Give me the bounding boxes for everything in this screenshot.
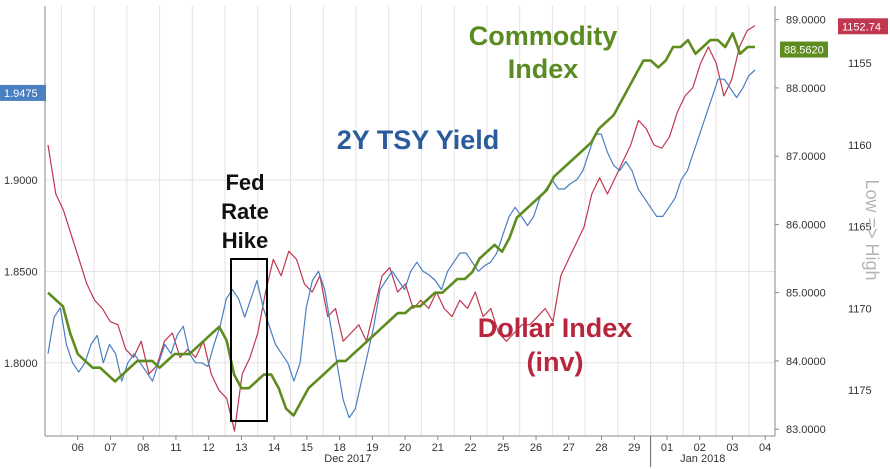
month-label-dec: Dec 2017 xyxy=(324,453,371,465)
commodity-tick-label: 86.0000 xyxy=(786,219,826,231)
x-tick-label: 26 xyxy=(530,442,542,454)
tsy-label: 2Y TSY Yield xyxy=(337,125,500,155)
fed-label-line: Fed xyxy=(225,170,264,195)
dollar-tick-label: 1170 xyxy=(848,303,872,315)
dollar-tick-label: 1160 xyxy=(848,140,872,152)
month-label-jan: Jan 2018 xyxy=(680,453,725,465)
commodity-tick-label: 89.0000 xyxy=(786,15,826,27)
left-tick-label: 1.8000 xyxy=(4,358,38,370)
chart-axes: 06 07 08 11 12 13 14 15 18 19 20 21 22 25 26 27 28 29 01 02… xyxy=(0,6,888,467)
x-tick-label: 29 xyxy=(628,442,640,454)
x-tick-label: 22 xyxy=(464,442,476,454)
dollar-label-line: (inv) xyxy=(527,347,584,377)
x-tick-label: 03 xyxy=(726,442,738,454)
fed-label-line: Hike xyxy=(222,228,268,253)
dollar-axis-caption: Low => High xyxy=(862,179,882,280)
x-tick-label: 28 xyxy=(595,442,607,454)
commodity-tick-label: 84.0000 xyxy=(786,356,826,368)
dollar-value-badge: 1152.74 xyxy=(842,21,881,33)
x-tick-label: 14 xyxy=(268,442,280,454)
x-tick-label: 04 xyxy=(759,442,771,454)
fed-hike-box xyxy=(230,258,268,422)
commodity-label-line: Commodity xyxy=(469,21,618,51)
dollar-series-line xyxy=(47,25,756,432)
x-tick-label: 11 xyxy=(170,442,181,454)
commodity-tick-label: 88.0000 xyxy=(786,83,826,95)
x-tick-label: 12 xyxy=(203,442,215,454)
tsy-series-line xyxy=(47,69,756,419)
x-tick-label: 21 xyxy=(432,442,444,454)
x-tick-label: 27 xyxy=(563,442,575,454)
dollar-tick-label: 1155 xyxy=(848,58,872,70)
left-tick-label: 1.9000 xyxy=(4,175,38,187)
x-tick-label: 13 xyxy=(235,442,247,454)
dollar-label-line: Dollar Index xyxy=(478,313,633,343)
commodity-tick-label: 83.0000 xyxy=(786,424,826,436)
x-tick-label: 01 xyxy=(661,442,673,454)
left-value-badge-bg xyxy=(0,84,46,101)
x-tick-label: 18 xyxy=(333,442,345,454)
x-tick-label: 25 xyxy=(497,442,509,454)
x-tick-label: 02 xyxy=(694,442,706,454)
x-tick-label: 20 xyxy=(399,442,411,454)
left-tick-label: 1.8500 xyxy=(4,266,38,278)
commodity-value-badge-bg xyxy=(780,41,828,58)
chart-series xyxy=(47,25,756,432)
commodity-tick-label: 87.0000 xyxy=(786,151,826,163)
x-tick-label: 15 xyxy=(301,442,313,454)
commodity-value-badge: 88.5620 xyxy=(784,45,824,57)
commodity-label-line: Index xyxy=(508,54,579,84)
x-tick-label: 06 xyxy=(72,442,84,454)
x-tick-label: 07 xyxy=(104,442,116,454)
chart-grid xyxy=(45,6,775,436)
dollar-tick-label: 1165 xyxy=(848,222,872,234)
left-value-badge: 1.9475 xyxy=(4,88,38,100)
x-tick-label: 08 xyxy=(137,442,149,454)
x-tick-label: 19 xyxy=(366,442,378,454)
dollar-value-badge-bg xyxy=(838,18,888,35)
commodity-series-line xyxy=(47,31,755,417)
commodity-tick-label: 85.0000 xyxy=(786,288,826,300)
dollar-tick-label: 1175 xyxy=(848,385,872,397)
fed-label-line: Rate xyxy=(221,199,269,224)
